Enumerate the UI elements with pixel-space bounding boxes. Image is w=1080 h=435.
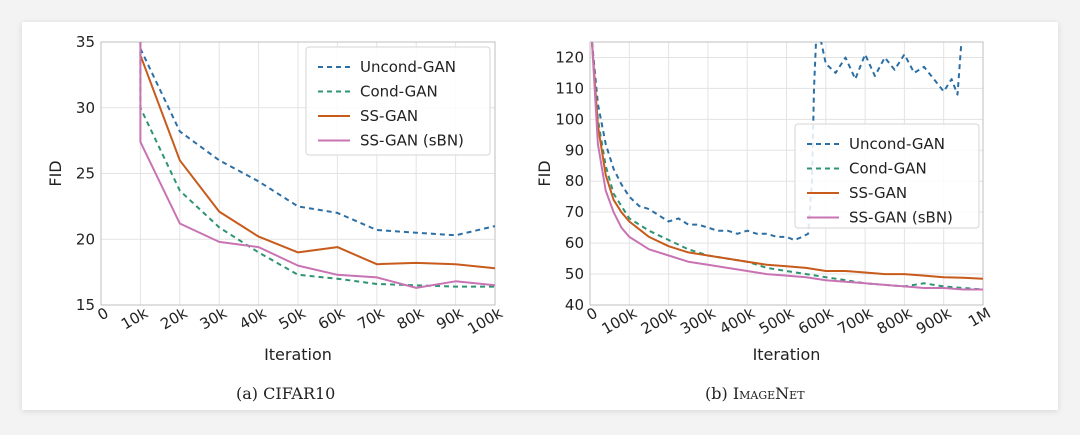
y-tick-label: 20: [76, 230, 95, 248]
legend-label-cond-gan: Cond-GAN: [360, 83, 438, 101]
y-tick-label: 60: [565, 234, 584, 252]
legend-label-ss-gan: SS-GAN: [360, 107, 418, 125]
y-tick-label: 50: [565, 265, 584, 283]
legend-label-cond-gan: Cond-GAN: [849, 160, 927, 178]
chart-imagenet: 40 50 60 70 80 90 100 110 120 0100k200k300k400k50…: [535, 41, 994, 364]
series-line-ss-gan: [139, 54, 495, 270]
legend-label-uncond-gan: Uncond-GAN: [360, 58, 456, 76]
caption-label-a: (a): [236, 384, 259, 403]
legend-label-ss-gan-sbn: SS-GAN (sBN): [849, 209, 953, 227]
y-tick-label: 80: [565, 172, 584, 190]
x-tick-label: 200k: [638, 304, 680, 338]
x-tick-label: 300k: [677, 304, 719, 338]
y-axis-label: FID: [46, 160, 65, 186]
x-tick-label: 0: [583, 304, 600, 324]
y-tick-label: 120: [555, 48, 584, 66]
series-line-ss-gan-sbn: [139, 42, 495, 289]
x-axis-label: Iteration: [264, 345, 332, 364]
legend-label-uncond-gan: Uncond-GAN: [849, 135, 945, 153]
y-tick-label: 25: [76, 165, 95, 183]
caption-dataset-b: ImageNet: [732, 384, 805, 403]
x-tick-label: 400k: [717, 304, 759, 338]
x-tick-label: 800k: [874, 304, 916, 338]
legend-label-ss-gan: SS-GAN: [849, 184, 907, 202]
x-tick-label: 600k: [795, 304, 837, 338]
x-tick-label: 100k: [599, 304, 641, 338]
series-group: [139, 42, 495, 289]
series-line-ss-gan: [591, 42, 983, 280]
y-tick-label: 90: [565, 141, 584, 159]
series-group: [591, 42, 983, 291]
y-tick-label: 30: [76, 99, 95, 117]
y-tick-label: 15: [76, 296, 95, 314]
x-tick-label: 500k: [756, 304, 798, 338]
y-tick-label: 70: [565, 203, 584, 221]
figure-card: 15 20 25 30 35 0 10k 20k 30k 40k 50k 60k 70k 80k 90k 10…: [22, 22, 1058, 410]
caption-label-b: (b): [705, 384, 728, 403]
legend-box: [305, 46, 491, 156]
plot-frame: [100, 41, 496, 306]
y-tick-label: 100: [555, 110, 584, 128]
caption-cifar10: (a) CIFAR10: [236, 384, 335, 403]
y-tick-label: 40: [565, 296, 584, 314]
caption-imagenet: (b) ImageNet: [705, 384, 805, 403]
series-line-ss-gan-sbn: [591, 42, 983, 291]
legend-box: [794, 123, 980, 229]
x-tick-label: 700k: [834, 304, 876, 338]
x-tick-label: 900k: [913, 304, 955, 338]
y-axis-label: FID: [535, 160, 554, 186]
legend-label-ss-gan-sbn: SS-GAN (sBN): [360, 132, 464, 150]
x-axis-label: Iteration: [753, 345, 821, 364]
caption-dataset-a: CIFAR10: [263, 384, 336, 403]
y-tick-label: 110: [555, 79, 584, 97]
y-tick-label: 35: [76, 33, 95, 51]
plot-frame: [589, 41, 984, 306]
x-tick-label: 1M: [965, 304, 993, 331]
